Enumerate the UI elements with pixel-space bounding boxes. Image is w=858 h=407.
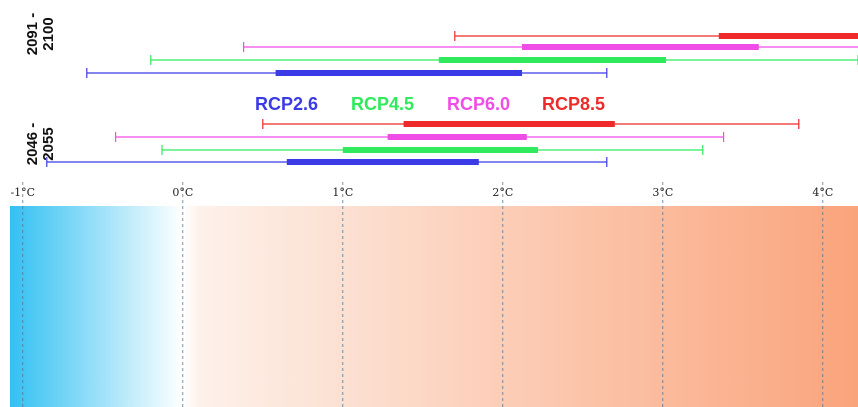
temperature-background [10,206,858,407]
x-axis-tick-labels: -1°C 0°C 1°C 2°C 3°C 4°C [10,186,833,199]
likely-range-bar [275,70,522,76]
x-tick-label: 0°C [172,186,193,199]
x-tick-label: -1°C [10,186,35,199]
legend-rcp45: RCP4.5 [351,94,414,114]
likely-range-bar [522,44,759,50]
x-tick-label: 3°C [652,186,673,199]
likely-range-bar [718,33,858,39]
period-label-late: 2091 - 2100 [24,13,57,56]
likely-range-bar [438,57,666,63]
period-label-mid: 2046 - 2055 [24,123,57,166]
gridlines [22,182,824,407]
x-tick-label: 2°C [492,186,513,199]
legend-rcp26: RCP2.6 [255,94,318,114]
legend-rcp85: RCP8.5 [542,94,605,114]
period-label-mid-line2: 2055 [40,127,57,160]
period-label-mid-line1: 2046 - [24,123,41,166]
legend: RCP2.6 RCP4.5 RCP6.0 RCP8.5 [255,94,605,114]
range-bars [46,31,858,167]
period-label-late-line2: 2100 [40,17,57,50]
period-label-late-line1: 2091 - [24,13,41,56]
likely-range-bar [387,134,527,140]
likely-range-bar [342,147,538,153]
x-tick-label: 1°C [332,186,353,199]
x-tick-label: 4°C [812,186,833,199]
legend-rcp60: RCP6.0 [447,94,510,114]
likely-range-bar [286,159,479,165]
likely-range-bar [403,121,615,127]
